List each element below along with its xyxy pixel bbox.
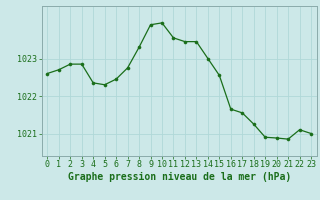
X-axis label: Graphe pression niveau de la mer (hPa): Graphe pression niveau de la mer (hPa) [68,172,291,182]
